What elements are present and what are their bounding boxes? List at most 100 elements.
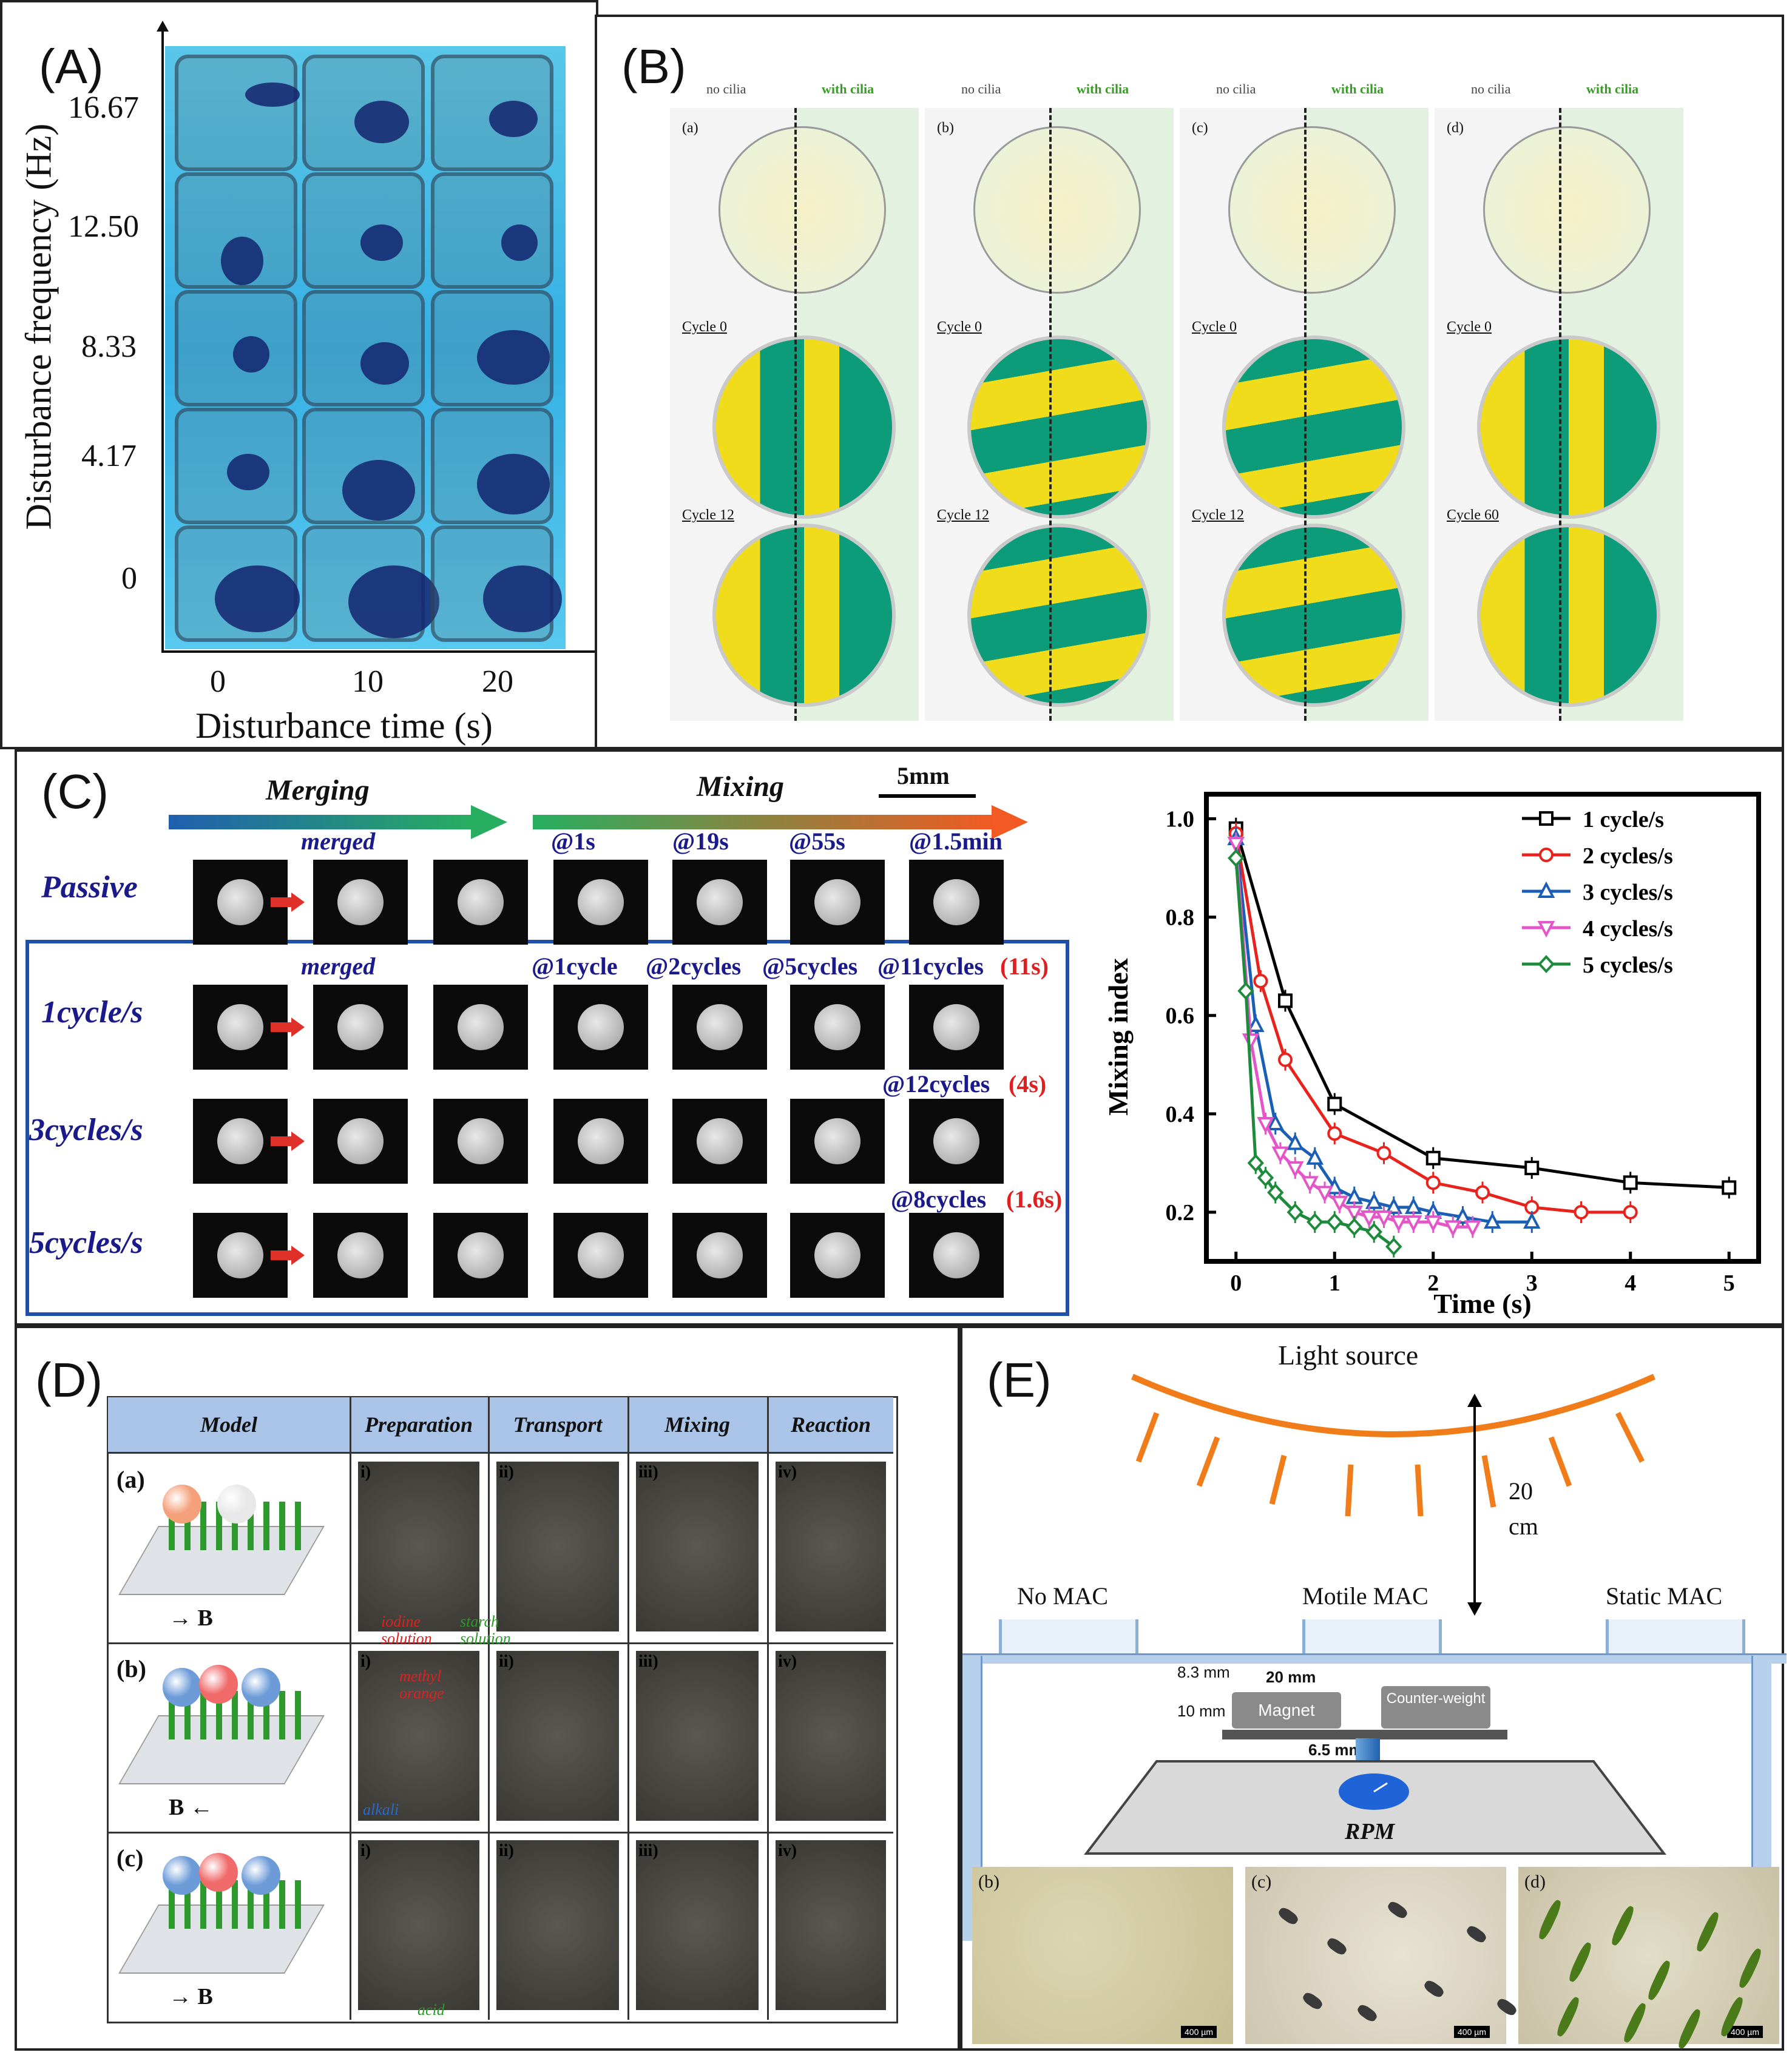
droplet: [458, 1118, 504, 1164]
step-photo: [776, 1840, 886, 2010]
data-point: [1360, 1210, 1378, 1227]
panel-e-label: (E): [987, 1353, 1052, 1407]
step-photo: [358, 1651, 479, 1821]
data-point: [1623, 1175, 1638, 1190]
legend-label: 2 cycles/s: [1583, 843, 1673, 869]
data-point: [1257, 1169, 1274, 1187]
step-label: iii): [638, 1652, 658, 1671]
step-label: iv): [778, 1463, 797, 1482]
mixing-index-chart: Mixing index Time (s) 0 1 2 3 4 5 0.2 0.4 0.6 0.8…: [1103, 792, 1761, 1319]
merge-arrow-head: [291, 1017, 305, 1037]
no-cilia-label: no cilia: [1471, 81, 1511, 96]
annotation-starch: starch solution: [460, 1613, 511, 1647]
droplet-frame: [909, 860, 1004, 945]
scale-text: 5mm: [897, 762, 950, 789]
droplet-frame: [313, 985, 408, 1070]
data-point: [1327, 1126, 1342, 1141]
droplet-ball: [163, 1668, 201, 1707]
data-point: [1246, 1015, 1265, 1032]
data-point: [1538, 955, 1555, 973]
merge-arrow-head: [291, 892, 305, 912]
droplet: [697, 1118, 743, 1164]
light-ray: [1481, 1455, 1496, 1508]
data-point: [1278, 993, 1293, 1008]
dish-end: [967, 524, 1151, 707]
series-4: [1228, 847, 1402, 1258]
r1-t4: @11cycles: [877, 953, 984, 980]
group-letter: (c): [1192, 120, 1208, 136]
r5-time: (1.6s): [1006, 1186, 1063, 1213]
data-point: [1327, 1096, 1342, 1112]
data-point: [1464, 1220, 1482, 1237]
well: [431, 55, 553, 171]
droplet: [337, 879, 384, 925]
r1-t2: @2cycles: [646, 953, 742, 980]
droplet-ball: [242, 1668, 280, 1707]
data-point: [1228, 849, 1245, 868]
merge-arrow: [271, 1136, 295, 1146]
dye-blob: [354, 101, 409, 143]
panel-e: (E) Light source 20 cm No MAC Motile MAC…: [960, 1326, 1787, 2051]
row-label: (b): [117, 1655, 146, 1682]
data-point: [1345, 1187, 1364, 1204]
y-tick-label: 0.4: [1166, 1102, 1195, 1127]
light-source-icon: [1131, 1374, 1656, 1516]
dye-blob: [221, 237, 263, 285]
well: [431, 525, 562, 642]
plot-frame: [1204, 792, 1761, 1264]
dye-blob: [342, 460, 415, 521]
merge-arrow-head: [291, 1246, 305, 1265]
cycle-start-label: Cycle 0: [1192, 319, 1237, 335]
no-cilia-label: no cilia: [961, 81, 1001, 96]
static-mac-label: Static MAC: [1606, 1582, 1723, 1610]
merging-arrow: [169, 815, 472, 829]
dim-20: 20 mm: [1266, 1668, 1316, 1686]
droplet-ball: [217, 1485, 256, 1523]
droplet-frame: [790, 985, 885, 1070]
with-cilia-label: with cilia: [822, 81, 874, 96]
motile-mac-label: Motile MAC: [1302, 1582, 1429, 1610]
row-divider: [108, 1832, 893, 1834]
droplet: [578, 1232, 624, 1278]
merging-arrow-head: [471, 805, 507, 839]
droplet-frame: [672, 860, 767, 945]
data-point: [1266, 1113, 1285, 1131]
dye-blob: [489, 101, 538, 137]
magnet: Magnet: [1232, 1692, 1341, 1729]
panel-b-label: (B): [621, 39, 686, 93]
panel-a-ytick: 8.33: [81, 329, 137, 364]
droplet: [933, 1004, 979, 1050]
dim-10: 10 mm: [1177, 1702, 1226, 1720]
annotation-acid: acid: [418, 2001, 445, 2019]
data-point: [1385, 1237, 1402, 1256]
step-photo: [776, 1462, 886, 1631]
r1-t1: @1cycle: [532, 953, 618, 980]
step-label: i): [360, 1652, 371, 1671]
panel-a-xtick: 20: [482, 664, 513, 699]
droplet-frame: [313, 1099, 408, 1184]
dye-blob: [477, 330, 550, 385]
data-point: [1574, 1204, 1589, 1220]
cycle-start-label: Cycle 0: [1447, 319, 1492, 335]
droplet-frame: [433, 860, 528, 945]
legend-label: 5 cycles/s: [1583, 953, 1673, 978]
no-cilia-label: no cilia: [1216, 81, 1256, 96]
droplet: [458, 879, 504, 925]
divider-line: [794, 108, 797, 721]
panel-a-ytick: 12.50: [68, 209, 139, 244]
droplet-frame: [672, 1099, 767, 1184]
light-ray: [1196, 1436, 1220, 1487]
step-label: iii): [638, 1463, 658, 1482]
y-tick-label: 1.0: [1166, 807, 1195, 832]
field-direction: B ←: [169, 1795, 213, 1820]
x-tick-label: 0: [1230, 1270, 1242, 1296]
r3-row-label: 3cycles/s: [29, 1113, 143, 1147]
data-point: [1326, 1213, 1343, 1232]
well: [431, 172, 553, 289]
panel-a-y-axis: [161, 24, 164, 653]
data-point: [1539, 811, 1554, 826]
dye-blob: [227, 454, 269, 490]
merge-arrow: [271, 1250, 295, 1260]
dish-no-mac: [999, 1619, 1138, 1656]
droplet: [217, 879, 263, 925]
